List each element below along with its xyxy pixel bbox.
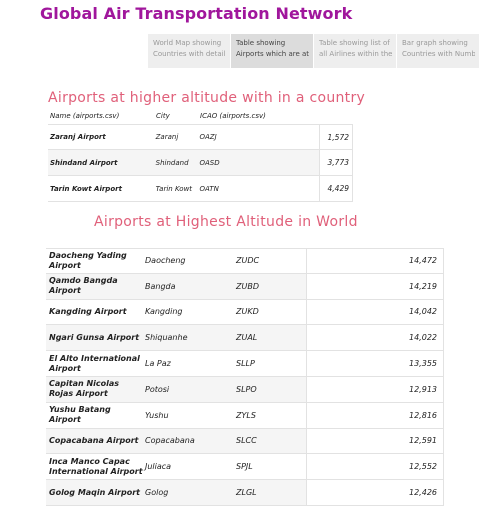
header-name[interactable]: Name (airports.csv) — [50, 112, 120, 120]
airport-icao: ZUDC — [236, 256, 260, 266]
tab-label-line2: Countries with detail... — [153, 50, 226, 58]
airport-icao: OAZJ — [199, 133, 217, 141]
airport-city: Daocheng — [145, 256, 186, 266]
tab-label-line1: Bar graph showing — [402, 39, 468, 47]
airport-name: Golog Maqin Airport — [49, 487, 140, 497]
airport-icao: ZUBD — [236, 281, 259, 291]
table-row[interactable]: Yushu Batang Airport Yushu ZYLS 12,816 — [46, 402, 444, 429]
airport-altitude: 14,219 — [306, 273, 444, 299]
app-title: Global Air Transportation Network — [40, 4, 353, 23]
airport-city: Kangding — [145, 307, 183, 317]
airport-icao: SLPO — [236, 384, 257, 394]
airport-city: Juliaca — [145, 462, 172, 472]
airport-name: Yushu Batang Airport — [49, 405, 111, 425]
country-section-title: Airports at higher altitude with in a co… — [48, 90, 366, 106]
airport-icao: ZLGL — [236, 488, 257, 498]
airport-icao: ZYLS — [236, 410, 256, 420]
tab-label-line2: Airports which are at ... — [236, 50, 309, 58]
table-row[interactable]: Ngari Gunsa Airport Shiquanhe ZUAL 14,02… — [46, 325, 444, 352]
airport-icao: SLCC — [236, 436, 257, 446]
airport-icao: ZUKD — [236, 307, 259, 317]
table-row[interactable]: Shindand Airport Shindand OASD 3,773 — [48, 150, 352, 176]
airport-altitude: 12,552 — [306, 454, 444, 480]
tab-label-line2: all Airlines within the ... — [319, 50, 392, 58]
tab-bar-graph[interactable]: Bar graph showing Countries with Numb... — [397, 34, 479, 68]
airport-city: La Paz — [145, 359, 171, 369]
airport-altitude: 12,913 — [306, 376, 444, 402]
airport-altitude: 14,022 — [306, 325, 444, 351]
world-airports-table: Daocheng Yading Airport Daocheng ZUDC 14… — [46, 248, 444, 506]
country-airports-table: Name (airports.csv) City ICAO (airports.… — [48, 112, 353, 202]
tab-airlines-table[interactable]: Table showing list of all Airlines withi… — [314, 34, 396, 68]
table-row[interactable]: Golog Maqin Airport Golog ZLGL 12,426 — [46, 480, 444, 506]
airport-altitude: 14,472 — [306, 249, 444, 273]
table-row[interactable]: Zaranj Airport Zaranj OAZJ 1,572 — [48, 124, 352, 150]
airport-name: Tarin Kowt Airport — [50, 184, 122, 193]
airport-name: Kangding Airport — [49, 306, 127, 316]
airport-icao: SPJL — [236, 462, 253, 472]
tab-label-line1: Table showing list of — [319, 39, 390, 47]
airport-altitude: 12,591 — [306, 428, 444, 454]
table-body: Zaranj Airport Zaranj OAZJ 1,572 Shindan… — [48, 124, 353, 202]
table-row[interactable]: Copacabana Airport Copacabana SLCC 12,59… — [46, 428, 444, 455]
airport-name: Zaranj Airport — [50, 133, 106, 141]
airport-city: Shindand — [155, 158, 189, 167]
world-section-title: Airports at Highest Altitude in World — [94, 214, 358, 230]
airport-name: El Alto International Airport — [49, 353, 140, 373]
airport-altitude: 1,572 — [319, 125, 352, 149]
table-row[interactable]: Capitan Nicolas Rojas Airport Potosi SLP… — [46, 376, 444, 403]
airport-city: Golog — [145, 488, 169, 498]
table-header: Name (airports.csv) City ICAO (airports.… — [48, 112, 353, 124]
airport-icao: OATN — [199, 184, 219, 193]
dashboard-tabs: World Map showing Countries with detail.… — [148, 34, 480, 68]
table-row[interactable]: Inca Manco Capac International Airport J… — [46, 454, 444, 481]
tab-world-map[interactable]: World Map showing Countries with detail.… — [148, 34, 230, 68]
airport-altitude: 14,042 — [306, 299, 444, 325]
airport-name: Ngari Gunsa Airport — [49, 332, 140, 342]
table-row[interactable]: Kangding Airport Kangding ZUKD 14,042 — [46, 299, 444, 326]
airport-city: Potosi — [145, 384, 170, 394]
airport-city: Yushu — [145, 410, 169, 420]
airport-name: Inca Manco Capac International Airport — [49, 456, 143, 476]
airport-altitude: 13,355 — [306, 351, 444, 376]
airport-name: Shindand Airport — [50, 158, 118, 167]
table-row[interactable]: El Alto International Airport La Paz SLL… — [46, 351, 444, 377]
airport-icao: OASD — [199, 158, 220, 167]
airport-name: Qamdo Bangda Airport — [49, 276, 118, 296]
airport-city: Tarin Kowt — [155, 184, 193, 193]
airport-altitude: 4,429 — [319, 176, 352, 201]
airport-name: Copacabana Airport — [49, 435, 139, 445]
header-city[interactable]: City — [156, 112, 170, 120]
tab-label-line1: Table showing — [236, 39, 286, 47]
airport-icao: SLLP — [236, 359, 255, 369]
table-row[interactable]: Qamdo Bangda Airport Bangda ZUBD 14,219 — [46, 273, 444, 300]
airport-altitude: 12,816 — [306, 402, 444, 428]
airport-city: Shiquanhe — [145, 333, 188, 343]
header-icao[interactable]: ICAO (airports.csv) — [200, 112, 266, 120]
airport-name: Capitan Nicolas Rojas Airport — [49, 379, 120, 399]
airport-city: Bangda — [145, 281, 176, 291]
table-row[interactable]: Tarin Kowt Airport Tarin Kowt OATN 4,429 — [48, 176, 352, 202]
airport-city: Zaranj — [155, 133, 179, 141]
airport-city: Copacabana — [145, 436, 195, 446]
airport-altitude: 3,773 — [319, 150, 352, 175]
airport-icao: ZUAL — [236, 333, 258, 343]
tab-airports-table[interactable]: Table showing Airports which are at ... — [231, 34, 313, 68]
airport-name: Daocheng Yading Airport — [49, 250, 127, 270]
tab-label-line1: World Map showing — [153, 39, 222, 47]
tab-label-line2: Countries with Numb... — [402, 50, 475, 58]
airport-altitude: 12,426 — [306, 480, 444, 505]
table-row[interactable]: Daocheng Yading Airport Daocheng ZUDC 14… — [46, 248, 444, 274]
